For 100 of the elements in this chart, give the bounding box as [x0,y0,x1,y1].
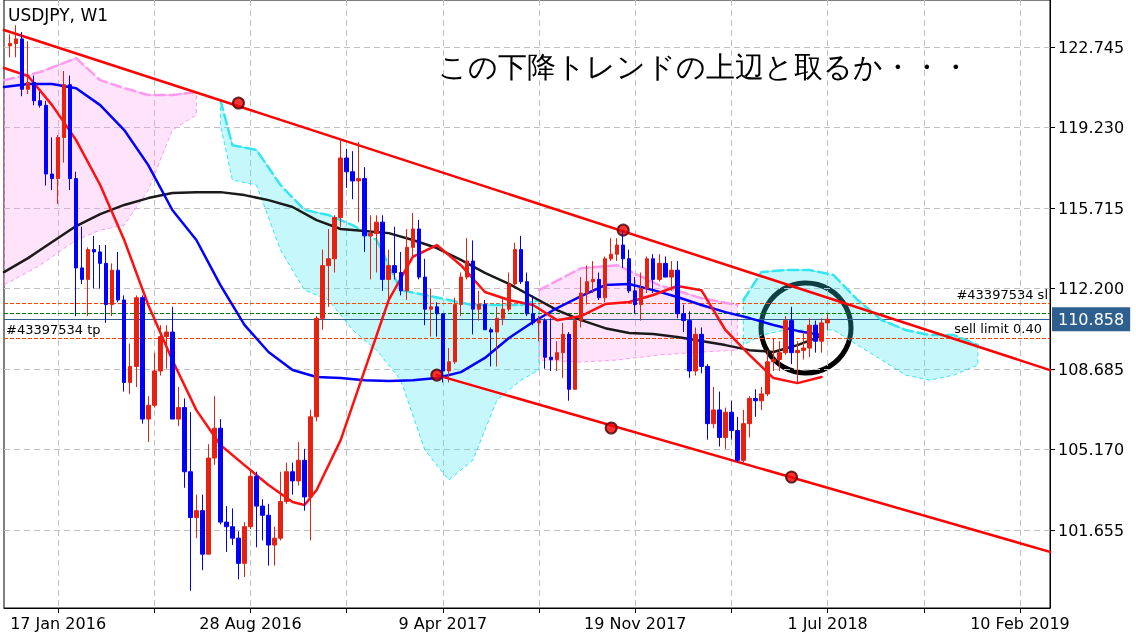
candlestick [296,441,301,486]
candlestick [657,253,662,283]
candlestick [651,253,655,294]
ref-line-label: 110.858 [1058,309,1125,329]
candlestick [669,260,674,292]
candlestick [813,320,818,354]
candlestick [723,407,728,450]
annotation: この下降トレンドの上辺と取るか・・・ [438,49,970,84]
candlestick [519,235,523,285]
x-tick-label: 9 Apr 2017 [398,613,488,633]
candlestick [567,331,571,402]
candlestick [290,462,295,496]
candlestick [549,317,553,372]
ref-line-label: #43397534 tp [6,321,101,337]
candlestick [56,134,60,205]
candlestick [507,272,511,312]
candlestick [513,242,517,287]
candlestick [399,251,403,296]
candlestick [603,255,607,303]
candlestick [98,244,102,290]
ref-line-label: sell limit 0.40 [954,320,1042,336]
candlestick [8,33,12,58]
candlestick [447,347,451,383]
y-tick-label: 122.745 [1058,37,1125,57]
candlestick [417,219,421,280]
candlestick [573,315,577,390]
y-tick-label: 108.685 [1058,359,1125,379]
candlestick [38,91,42,109]
candlestick [531,294,535,326]
y-tick-label: 119.230 [1058,118,1125,138]
point [231,96,245,110]
x-tick-label: 17 Jan 2016 [10,613,107,633]
candlestick [92,235,96,290]
candlestick [711,386,716,429]
candlestick [356,141,361,223]
candlestick [591,260,595,294]
candlestick [627,249,631,294]
y-tick-label: 112.200 [1058,279,1125,299]
candlestick [380,214,385,292]
candlestick [110,262,114,317]
candlestick [555,340,559,372]
candlestick [405,228,409,301]
candlestick [26,40,30,95]
candlestick [693,326,698,377]
candlestick [86,246,90,317]
candlestick [116,251,120,303]
ref-line-label: #43397534 sl [956,287,1048,303]
candlestick [453,297,457,365]
x-tick-label: 19 Nov 2017 [583,613,687,633]
y-tick-label: 105.170 [1058,440,1125,460]
y-tick-label: 115.715 [1058,198,1125,218]
candlestick [74,171,78,317]
x-tick-label: 28 Aug 2016 [199,613,302,633]
candlestick [609,237,613,262]
candlestick [633,276,637,315]
candlestick [362,166,367,253]
point [785,470,799,484]
candlestick [176,386,181,427]
point [616,223,630,237]
candlestick [80,226,84,285]
candlestick [14,24,18,58]
candlestick [471,239,475,335]
candlestick [543,317,547,370]
point [604,421,618,435]
candlestick [621,230,625,269]
candlestick [392,226,397,280]
candlestick [170,306,175,420]
chart-title: USDJPY, W1 [8,4,109,25]
candlestick [597,272,601,301]
candlestick [134,294,139,388]
candlestick [128,343,132,395]
candlestick [423,258,427,326]
y-tick-label: 101.655 [1058,520,1125,540]
candlestick [639,272,643,322]
candlestick [459,272,463,317]
candlestick [501,297,505,326]
candlestick [465,237,469,280]
candlestick [537,315,541,342]
candlestick [44,100,48,186]
candlestick [429,288,433,338]
candlestick [435,301,439,338]
candlestick [200,494,205,571]
candlestick [302,448,307,512]
candlestick [615,237,619,262]
candlestick [477,290,481,322]
candlestick [579,276,583,328]
candlestick [525,272,529,317]
candlestick [386,249,391,303]
x-tick-label: 10 Feb 2019 [970,613,1070,633]
x-tick-label: 1 Jul 2018 [787,613,868,633]
candlestick [663,255,668,278]
candlestick [411,212,415,260]
candlestick [104,244,108,324]
point [430,368,444,382]
candlestick [717,391,722,448]
candlestick [194,494,199,539]
candlestick [495,306,499,367]
candlestick [489,326,493,367]
candlestick [585,265,589,306]
candlestick [140,294,145,425]
